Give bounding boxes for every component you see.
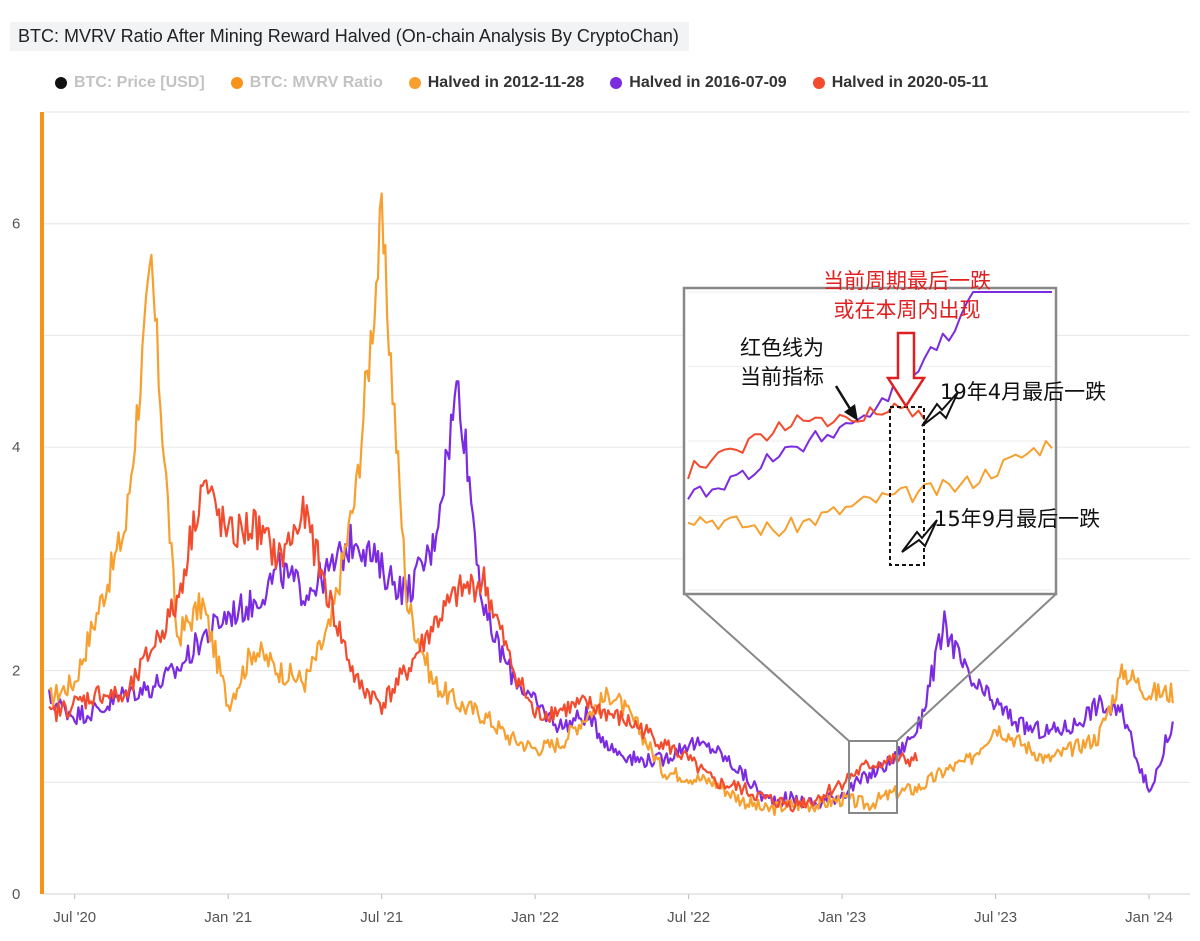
- inset-line-2020: [687, 402, 926, 480]
- annotation-sep15-label: 15年9月最后一跌: [934, 507, 1100, 531]
- legend-dot-price: [55, 77, 67, 89]
- apr19-arrow-icon: [921, 391, 959, 427]
- annotation-apr19-label: 19年4月最后一跌: [940, 380, 1106, 404]
- annotation-red-line: 红色线为 当前指标: [740, 336, 858, 421]
- x-tick-label: Jan '21: [204, 909, 252, 926]
- series-line-2016: [48, 380, 1174, 809]
- y-tick-label: 6: [12, 216, 20, 233]
- legend-item-mvrv[interactable]: BTC: MVRV Ratio: [230, 74, 383, 92]
- chart-title: BTC: MVRV Ratio After Mining Reward Halv…: [10, 22, 689, 51]
- y-axis: 0 2 4 6: [12, 216, 20, 903]
- annotation-current-cycle-line2: 或在本周内出现: [834, 298, 981, 322]
- mvrv-axis-marker: [40, 112, 44, 894]
- annotation-current-cycle: 当前周期最后一跌 或在本周内出现: [823, 269, 991, 409]
- zoom-inset-lines: [687, 291, 1053, 591]
- x-tick-label: Jan '24: [1125, 909, 1173, 926]
- y-tick-label: 2: [12, 663, 20, 680]
- legend-dot-2020: [812, 77, 825, 89]
- legend-label-2016: Halved in 2016-07-09: [629, 74, 787, 91]
- zoom-source-box: [848, 740, 898, 814]
- inset-line-2016: [687, 291, 1052, 500]
- inset-line-2012: [687, 440, 1053, 538]
- zoom-connector-right: [896, 593, 1057, 742]
- series-lines: [48, 192, 1174, 817]
- legend-item-2016[interactable]: Halved in 2016-07-09: [610, 74, 787, 92]
- legend-label-price: BTC: Price [USD]: [74, 74, 205, 91]
- x-axis: Jul '20 Jan '21 Jul '21 Jan '22 Jul '22 Jan '…: [44, 893, 1190, 926]
- series-line-2020: [48, 479, 919, 813]
- legend-label-2012: Halved in 2012-11-28: [427, 74, 585, 91]
- annotation-red-line-line1: 红色线为: [740, 336, 824, 360]
- annotation-apr19: 19年4月最后一跌: [921, 380, 1106, 427]
- legend-item-2012[interactable]: Halved in 2012-11-28: [408, 74, 585, 92]
- y-tick-label: 0: [12, 886, 20, 903]
- y-tick-label: 4: [12, 439, 20, 456]
- annotation-current-cycle-line1: 当前周期最后一跌: [823, 269, 991, 293]
- annotation-red-line-line2: 当前指标: [740, 365, 824, 389]
- x-tick-label: Jul '22: [667, 909, 710, 926]
- zoom-connector-left: [684, 593, 850, 742]
- annotation-sep15: 15年9月最后一跌: [901, 507, 1100, 553]
- legend-dot-2012: [408, 77, 421, 89]
- x-tick-label: Jul '21: [360, 909, 403, 926]
- legend-label-mvrv: BTC: MVRV Ratio: [249, 74, 383, 91]
- pointer-arrow-icon: [844, 404, 858, 421]
- pointer-line: [834, 385, 854, 413]
- legend-dot-2016: [610, 77, 623, 89]
- legend: BTC: Price [USD] BTC: MVRV Ratio Halved …: [55, 74, 988, 92]
- zoom-callout: [682, 286, 1058, 814]
- x-tick-label: Jan '23: [818, 909, 866, 926]
- sep15-arrow-icon: [901, 519, 938, 553]
- highlight-dashed-box: [889, 406, 925, 566]
- legend-item-price[interactable]: BTC: Price [USD]: [55, 74, 205, 92]
- legend-dot-mvrv: [230, 77, 243, 89]
- down-arrow-icon: [885, 331, 927, 409]
- legend-item-2020[interactable]: Halved in 2020-05-11: [812, 74, 989, 92]
- x-tick-label: Jan '22: [511, 909, 559, 926]
- x-tick-label: Jul '20: [53, 909, 96, 926]
- x-tick-label: Jul '23: [974, 909, 1017, 926]
- legend-label-2020: Halved in 2020-05-11: [831, 74, 989, 91]
- series-line-2012: [48, 192, 1174, 817]
